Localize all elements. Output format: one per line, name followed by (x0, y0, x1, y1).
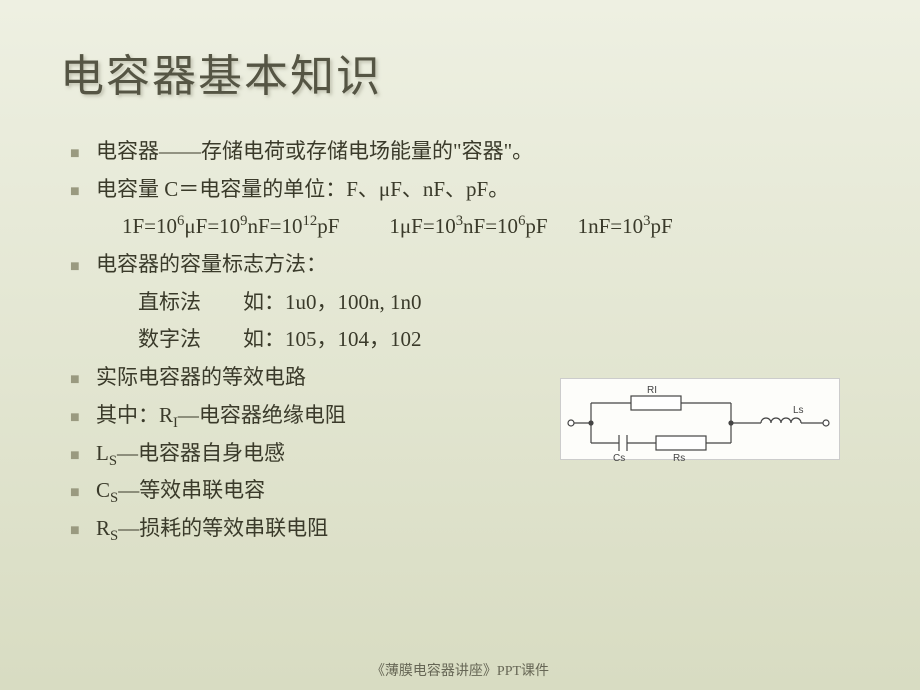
content-line: 1F=106μF=109nF=1012pF1μF=103nF=106pF1nF=… (70, 209, 860, 245)
line-text: LS—电容器自身电感 (96, 436, 285, 472)
bullet-icon: ■ (70, 517, 86, 544)
line-text: 电容器的容量标志方法： (96, 247, 327, 283)
content-line: ■ CS—等效串联电容 (70, 473, 860, 509)
content-line: ■ 电容器的容量标志方法： (70, 247, 860, 283)
slide: 电容器基本知识 ■ 电容器——存储电荷或存储电场能量的"容器"。 ■ 电容量 C＝电容… (0, 0, 920, 690)
slide-title: 电容器基本知识 (60, 40, 860, 104)
content-area: ■ 电容器——存储电荷或存储电场能量的"容器"。 ■ 电容量 C＝电容量的单位：F、μ… (70, 134, 860, 547)
content-line: ■ 电容器——存储电荷或存储电场能量的"容器"。 (70, 134, 860, 170)
bullet-icon: ■ (70, 404, 86, 431)
bullet-icon: ■ (70, 366, 86, 393)
bullet-icon: ■ (70, 479, 86, 506)
line-text: CS—等效串联电容 (96, 473, 265, 509)
content-line: 数字法 如：105，104，102 (70, 322, 860, 358)
bullet-icon: ■ (70, 140, 86, 167)
bullet-icon: ■ (70, 442, 86, 469)
line-text: 电容量 C＝电容量的单位：F、μF、nF、pF。 (96, 172, 509, 208)
bullet-icon: ■ (70, 178, 86, 205)
svg-text:RI: RI (647, 385, 657, 396)
content-line: ■ 电容量 C＝电容量的单位：F、μF、nF、pF。 (70, 172, 860, 208)
line-text: 1F=106μF=109nF=1012pF1μF=103nF=106pF1nF=… (122, 209, 673, 245)
footer-text: 《薄膜电容器讲座》PPT课件 (0, 660, 920, 680)
content-line: ■ RS—损耗的等效串联电阻 (70, 511, 860, 547)
svg-text:Rs: Rs (673, 453, 685, 461)
circuit-diagram: RI Cs Rs Ls (560, 378, 840, 460)
line-text: 其中：RI—电容器绝缘电阻 (96, 398, 346, 434)
svg-text:Ls: Ls (793, 405, 804, 416)
content-line: 直标法 如：1u0，100n, 1n0 (70, 285, 860, 321)
line-text: 数字法 如：105，104，102 (138, 322, 422, 358)
line-text: RS—损耗的等效串联电阻 (96, 511, 328, 547)
line-text: 直标法 如：1u0，100n, 1n0 (138, 285, 422, 321)
svg-text:Cs: Cs (613, 453, 625, 461)
line-text: 实际电容器的等效电路 (96, 360, 306, 396)
line-text: 电容器——存储电荷或存储电场能量的"容器"。 (96, 134, 533, 170)
bullet-icon: ■ (70, 253, 86, 280)
